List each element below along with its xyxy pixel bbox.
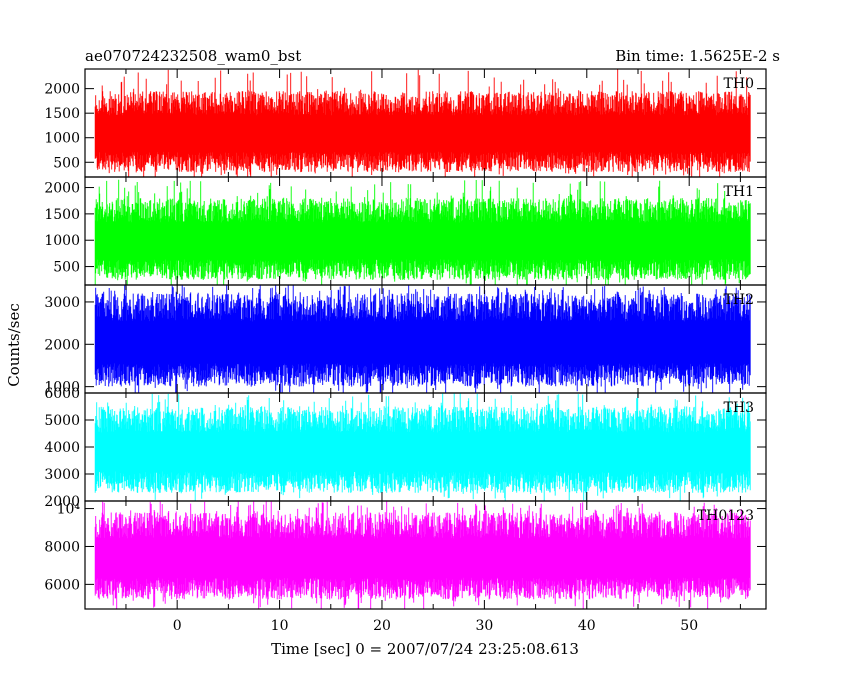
panel-frame: [84, 500, 767, 610]
panel-th0123: 6000 8000 10⁴ TH0123: [44, 500, 767, 610]
panel-th1: 500 1000 1500 2000 TH1: [44, 176, 767, 286]
y-tick-label: 500: [53, 155, 80, 171]
panel-label: TH3: [724, 400, 754, 416]
y-tick-label: 3000: [44, 467, 80, 483]
y-tick-label: 500: [53, 260, 80, 276]
y-tick-label: 6000: [44, 577, 80, 593]
y-tick-label: 4000: [44, 440, 80, 456]
y-tick-label: 1000: [44, 380, 80, 396]
bin-time-label: Bin time: 1.5625E-2 s: [615, 47, 780, 65]
panel-label: TH0123: [697, 508, 754, 524]
series-th0: [94, 69, 751, 177]
x-axis-label: Time [sec] 0 = 2007/07/24 23:25:08.613: [271, 640, 579, 658]
y-tick-label: 1000: [44, 233, 80, 249]
y-tick-label: 1500: [44, 207, 80, 223]
panel-label: TH2: [724, 292, 754, 308]
y-tick-label: 2000: [44, 494, 80, 510]
y-axis-label: Counts/sec: [5, 303, 23, 387]
y-tick-label: 10⁴: [57, 502, 81, 518]
series-th3: [94, 393, 751, 501]
panel-label: TH1: [724, 184, 754, 200]
y-tick-label: 2000: [44, 337, 80, 353]
series-th2: [94, 285, 751, 393]
x-tick-label: 30: [475, 618, 493, 634]
panel-th0: 500 1000 1500 2000 TH0: [44, 68, 767, 178]
y-tick-label: 2000: [44, 181, 80, 197]
y-tick-label: 5000: [44, 413, 80, 429]
panel-label: TH0: [724, 76, 754, 92]
panel-th2: 1000 2000 3000 TH2: [44, 284, 767, 396]
series-th1: [94, 179, 751, 285]
x-tick-label: 0: [173, 618, 182, 634]
panel-th3: 2000 3000 4000 5000 6000 TH3: [44, 386, 767, 510]
y-tick-label: 3000: [44, 295, 80, 311]
y-tick-label: 1000: [44, 131, 80, 147]
y-tick-label: 6000: [44, 386, 80, 402]
x-tick-label: 50: [680, 618, 698, 634]
x-tick-label: 40: [578, 618, 596, 634]
chart-title: ae070724232508_wam0_bst: [85, 47, 301, 65]
y-tick-label: 8000: [44, 539, 80, 555]
x-tick-label: 20: [373, 618, 391, 634]
x-tick-label: 10: [271, 618, 289, 634]
y-tick-label: 2000: [44, 82, 80, 98]
series-th0123: [94, 501, 751, 609]
y-tick-label: 1500: [44, 106, 80, 122]
